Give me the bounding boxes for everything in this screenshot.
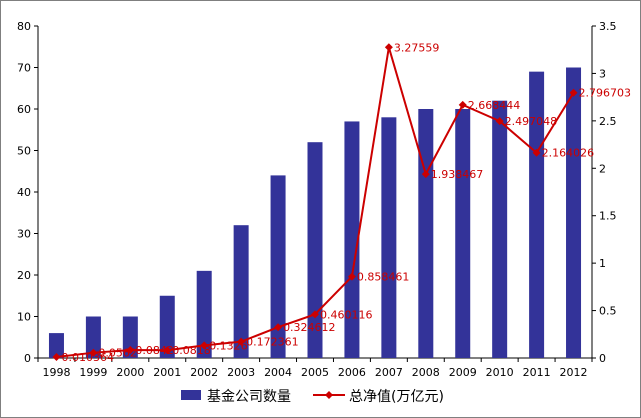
bar: [122, 316, 138, 358]
x-axis-tick-label: 1998: [42, 366, 70, 379]
left-axis-tick-label: 80: [17, 20, 31, 33]
data-label: 2.164026: [542, 147, 595, 160]
x-axis-tick-label: 2012: [560, 366, 588, 379]
data-label: 2.497048: [505, 115, 557, 128]
x-axis-tick-label: 2011: [523, 366, 551, 379]
line-point: [532, 148, 541, 157]
right-axis-tick-label: 2: [599, 162, 606, 175]
x-axis-tick-label: 2000: [116, 366, 144, 379]
x-axis-tick-label: 2002: [190, 366, 218, 379]
line-point: [163, 346, 172, 355]
line-point: [347, 272, 356, 281]
x-axis-tick-label: 2010: [486, 366, 514, 379]
left-axis-tick-label: 40: [17, 186, 31, 199]
bar: [233, 225, 249, 358]
bar: [344, 121, 360, 358]
data-label: 0.0818: [172, 344, 211, 357]
bar: [455, 109, 471, 358]
right-axis-tick-label: 0.5: [599, 305, 617, 318]
data-label: 0.0562: [98, 347, 136, 360]
right-axis-tick-label: 3: [599, 67, 606, 80]
data-label: 0.858461: [357, 271, 410, 284]
bar: [307, 142, 323, 358]
bar: [381, 117, 397, 358]
line-point: [274, 323, 283, 332]
bar: [270, 175, 286, 358]
line-point: [52, 353, 61, 362]
legend: 基金公司数量 总净值(万亿元): [181, 388, 444, 405]
data-label: 0.0842: [135, 344, 174, 357]
bar: [48, 333, 64, 358]
bar: [492, 100, 508, 358]
left-axis-tick-label: 0: [24, 352, 31, 365]
line-point: [384, 43, 393, 52]
data-label: 0.324612: [283, 321, 336, 334]
bar: [529, 71, 545, 359]
left-axis-tick-label: 10: [17, 311, 31, 324]
data-label: 1.938467: [431, 168, 484, 181]
x-axis-tick-label: 2003: [227, 366, 255, 379]
legend-label-bar: 基金公司数量: [207, 388, 291, 405]
bar: [85, 316, 101, 358]
left-axis-tick-label: 20: [17, 269, 31, 282]
x-axis-tick-label: 2004: [264, 366, 292, 379]
left-axis-tick-label: 50: [17, 145, 31, 158]
line-point: [421, 170, 430, 179]
line-point: [200, 341, 209, 350]
x-axis-tick-label: 2005: [301, 366, 329, 379]
line-point: [458, 100, 467, 109]
line-point: [89, 348, 98, 357]
right-axis-tick-label: 2.5: [599, 115, 617, 128]
data-label: 0.010364: [61, 351, 114, 364]
bar: [159, 295, 175, 358]
data-label: 0.460116: [320, 308, 373, 321]
legend-swatch-bar: [181, 390, 201, 400]
x-axis-tick-label: 2001: [153, 366, 181, 379]
legend-label-line: 总净值(万亿元): [349, 389, 444, 405]
x-axis-tick-label: 1999: [79, 366, 107, 379]
right-axis-tick-label: 3.5: [599, 20, 617, 33]
data-label: 2.668444: [468, 99, 521, 112]
x-axis-tick-label: 2007: [375, 366, 403, 379]
right-axis-tick-label: 1.5: [599, 210, 617, 223]
x-axis-tick-label: 2009: [449, 366, 477, 379]
line-point: [311, 310, 319, 319]
data-label: 0.1326: [209, 339, 248, 352]
data-labels-layer: 0.0103640.05620.08420.08180.13260.172361…: [61, 41, 631, 364]
line-layer: [52, 43, 578, 362]
x-axis-tick-label: 2006: [338, 366, 366, 379]
bars-layer: [48, 67, 582, 359]
x-axis-tick-label: 2008: [412, 366, 440, 379]
legend-swatch-marker: [325, 391, 333, 399]
left-axis-tick-label: 60: [17, 103, 31, 116]
left-axis-tick-label: 70: [17, 62, 31, 75]
right-axis-tick-label: 1: [599, 257, 606, 270]
data-label: 2.796703: [579, 87, 632, 100]
bar: [196, 270, 212, 358]
bar: [418, 109, 434, 358]
line-point: [569, 88, 578, 97]
data-label: 3.27559: [394, 41, 440, 54]
line-point: [237, 337, 246, 346]
data-label: 0.172361: [246, 336, 299, 349]
right-axis-tick-label: 0: [599, 352, 606, 365]
line-point: [495, 117, 504, 126]
left-axis-tick-label: 30: [17, 228, 31, 241]
bar: [566, 67, 582, 358]
